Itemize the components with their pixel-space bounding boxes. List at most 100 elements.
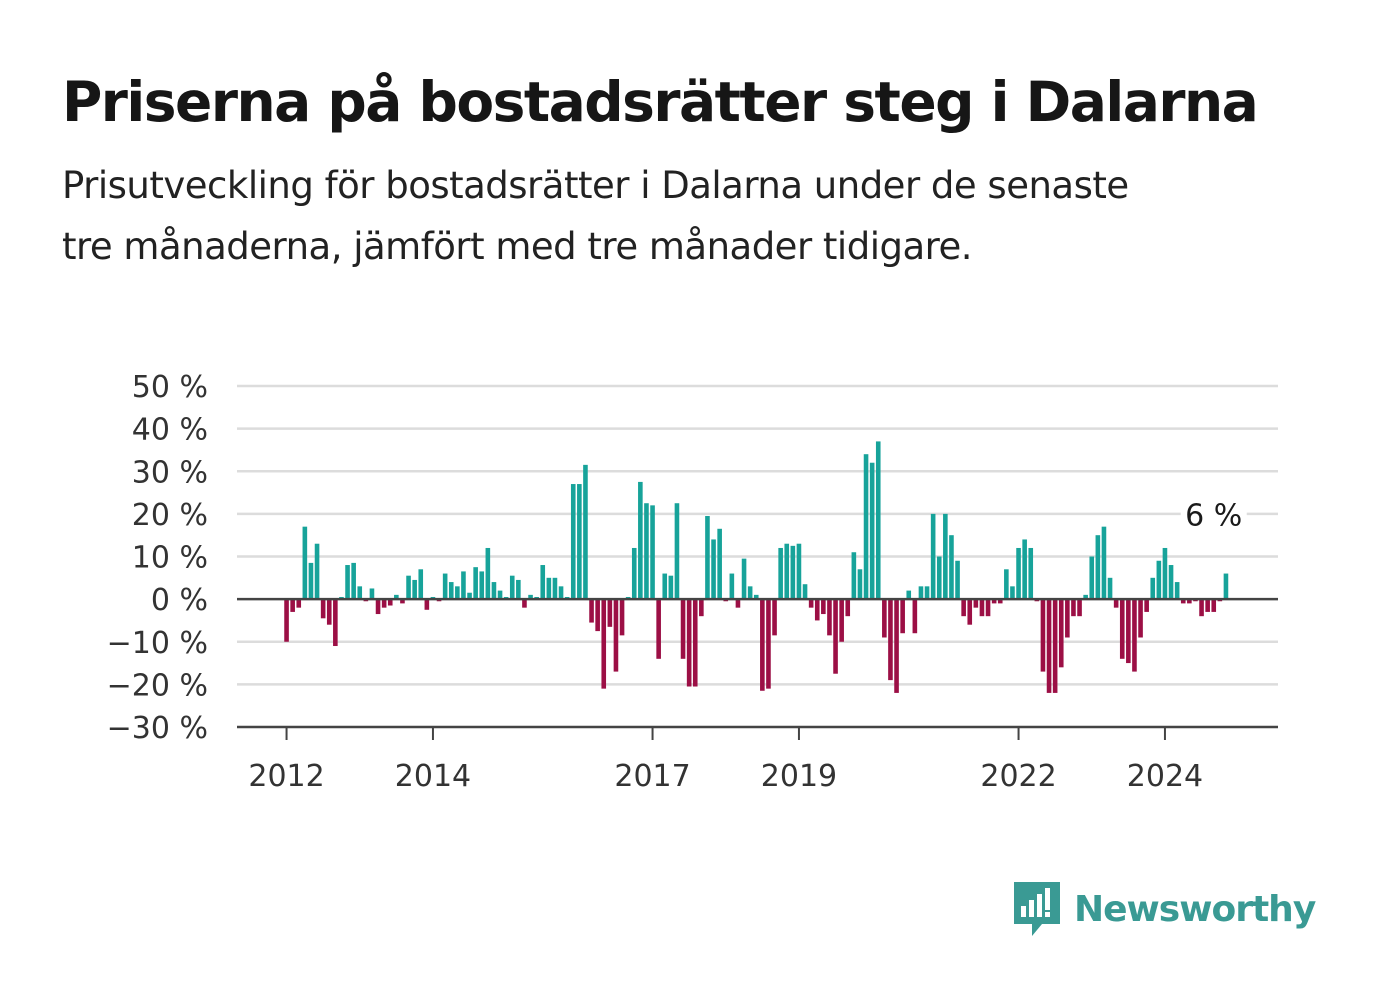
bar [357, 586, 363, 600]
bar [1168, 565, 1174, 600]
y-tick-label: 10 % [132, 541, 208, 576]
bar [351, 562, 356, 600]
bar [821, 599, 826, 615]
bar [601, 599, 607, 689]
bar [1071, 599, 1076, 617]
y-axis-ticks: −30 % −20 % −10 % 0 % 10 % 20 % 30 % 40 % 50 % [107, 370, 208, 746]
bar [1028, 547, 1034, 600]
bar [674, 503, 680, 600]
x-tick-label: 2014 [395, 759, 471, 794]
bar [558, 586, 564, 600]
bar [1107, 577, 1113, 600]
bar [784, 543, 790, 600]
bar [711, 539, 716, 600]
bar [1095, 535, 1101, 600]
annotation-label: 6 % [1185, 499, 1242, 534]
bar [949, 535, 954, 600]
bar [552, 577, 558, 600]
bar [412, 579, 417, 600]
bar [1187, 599, 1192, 604]
bar [308, 562, 314, 600]
bar [912, 599, 918, 634]
bar [284, 599, 289, 642]
y-tick-label: 40 % [132, 413, 208, 448]
bar [900, 599, 905, 634]
bar [796, 543, 802, 600]
gridlines [237, 384, 1278, 686]
bar [1174, 582, 1180, 600]
annotations: 6 % [1180, 492, 1247, 535]
x-tick-label: 2017 [614, 759, 690, 794]
bar [540, 565, 546, 600]
bar [473, 567, 478, 600]
logo-wordmark: Newsworthy [1074, 888, 1316, 930]
bar [778, 547, 783, 600]
bar [638, 481, 643, 600]
bar [394, 594, 399, 600]
bar [1016, 547, 1021, 600]
bar [522, 599, 527, 608]
bar [302, 526, 308, 600]
bar [1138, 599, 1143, 638]
x-axis-ticks: 2012 2014 2017 2019 2022 2024 [248, 727, 1203, 794]
bar [570, 484, 576, 600]
bar [662, 573, 668, 600]
bar [418, 569, 424, 600]
bar [375, 599, 381, 615]
bar [845, 599, 851, 617]
bar [644, 503, 649, 600]
bar [1199, 599, 1204, 617]
bar [442, 573, 448, 600]
y-tick-label: 50 % [132, 370, 208, 405]
bar [577, 484, 582, 600]
bar [631, 547, 637, 600]
bar [888, 599, 893, 681]
bar [851, 552, 857, 600]
bar [766, 599, 771, 689]
x-tick-label: 2012 [248, 759, 324, 794]
bar [943, 513, 948, 600]
bar [333, 599, 338, 647]
bar [613, 599, 619, 672]
bar [967, 599, 973, 625]
bar [1126, 599, 1131, 664]
bar [650, 505, 655, 600]
bar [1132, 599, 1137, 672]
bar [369, 588, 375, 600]
bar [320, 599, 326, 619]
bar [833, 599, 838, 674]
bar [1040, 599, 1046, 672]
bar [973, 599, 979, 608]
bar [607, 599, 613, 627]
bar [686, 599, 692, 687]
bar [381, 599, 387, 608]
bar [705, 516, 710, 600]
bar [326, 599, 332, 625]
bar [583, 464, 588, 600]
bar [516, 579, 521, 600]
bar [997, 599, 1003, 604]
y-tick-label: −20 % [107, 668, 208, 703]
bar [857, 569, 863, 600]
y-tick-label: 0 % [151, 583, 208, 618]
bar [400, 599, 405, 604]
bar [1077, 599, 1082, 617]
axes [237, 597, 1278, 729]
y-tick-label: 30 % [132, 455, 208, 490]
bar-chart: −30 % −20 % −10 % 0 % 10 % 20 % 30 % 40 % 50 % 2… [107, 370, 1278, 794]
chart-subtitle: Prisutveckling för bostadsrätter i Dalar… [62, 164, 1129, 268]
bar [509, 575, 515, 600]
bar [1058, 599, 1064, 668]
bar [668, 575, 674, 600]
bar [1144, 599, 1149, 612]
bar [735, 599, 741, 608]
y-tick-label: −10 % [107, 626, 208, 661]
bar [467, 592, 472, 600]
bar [729, 573, 735, 600]
x-tick-label: 2024 [1127, 759, 1203, 794]
bar [808, 599, 814, 608]
bar [882, 599, 887, 638]
bar [717, 528, 722, 600]
bar [1113, 599, 1119, 608]
bar [961, 599, 966, 617]
